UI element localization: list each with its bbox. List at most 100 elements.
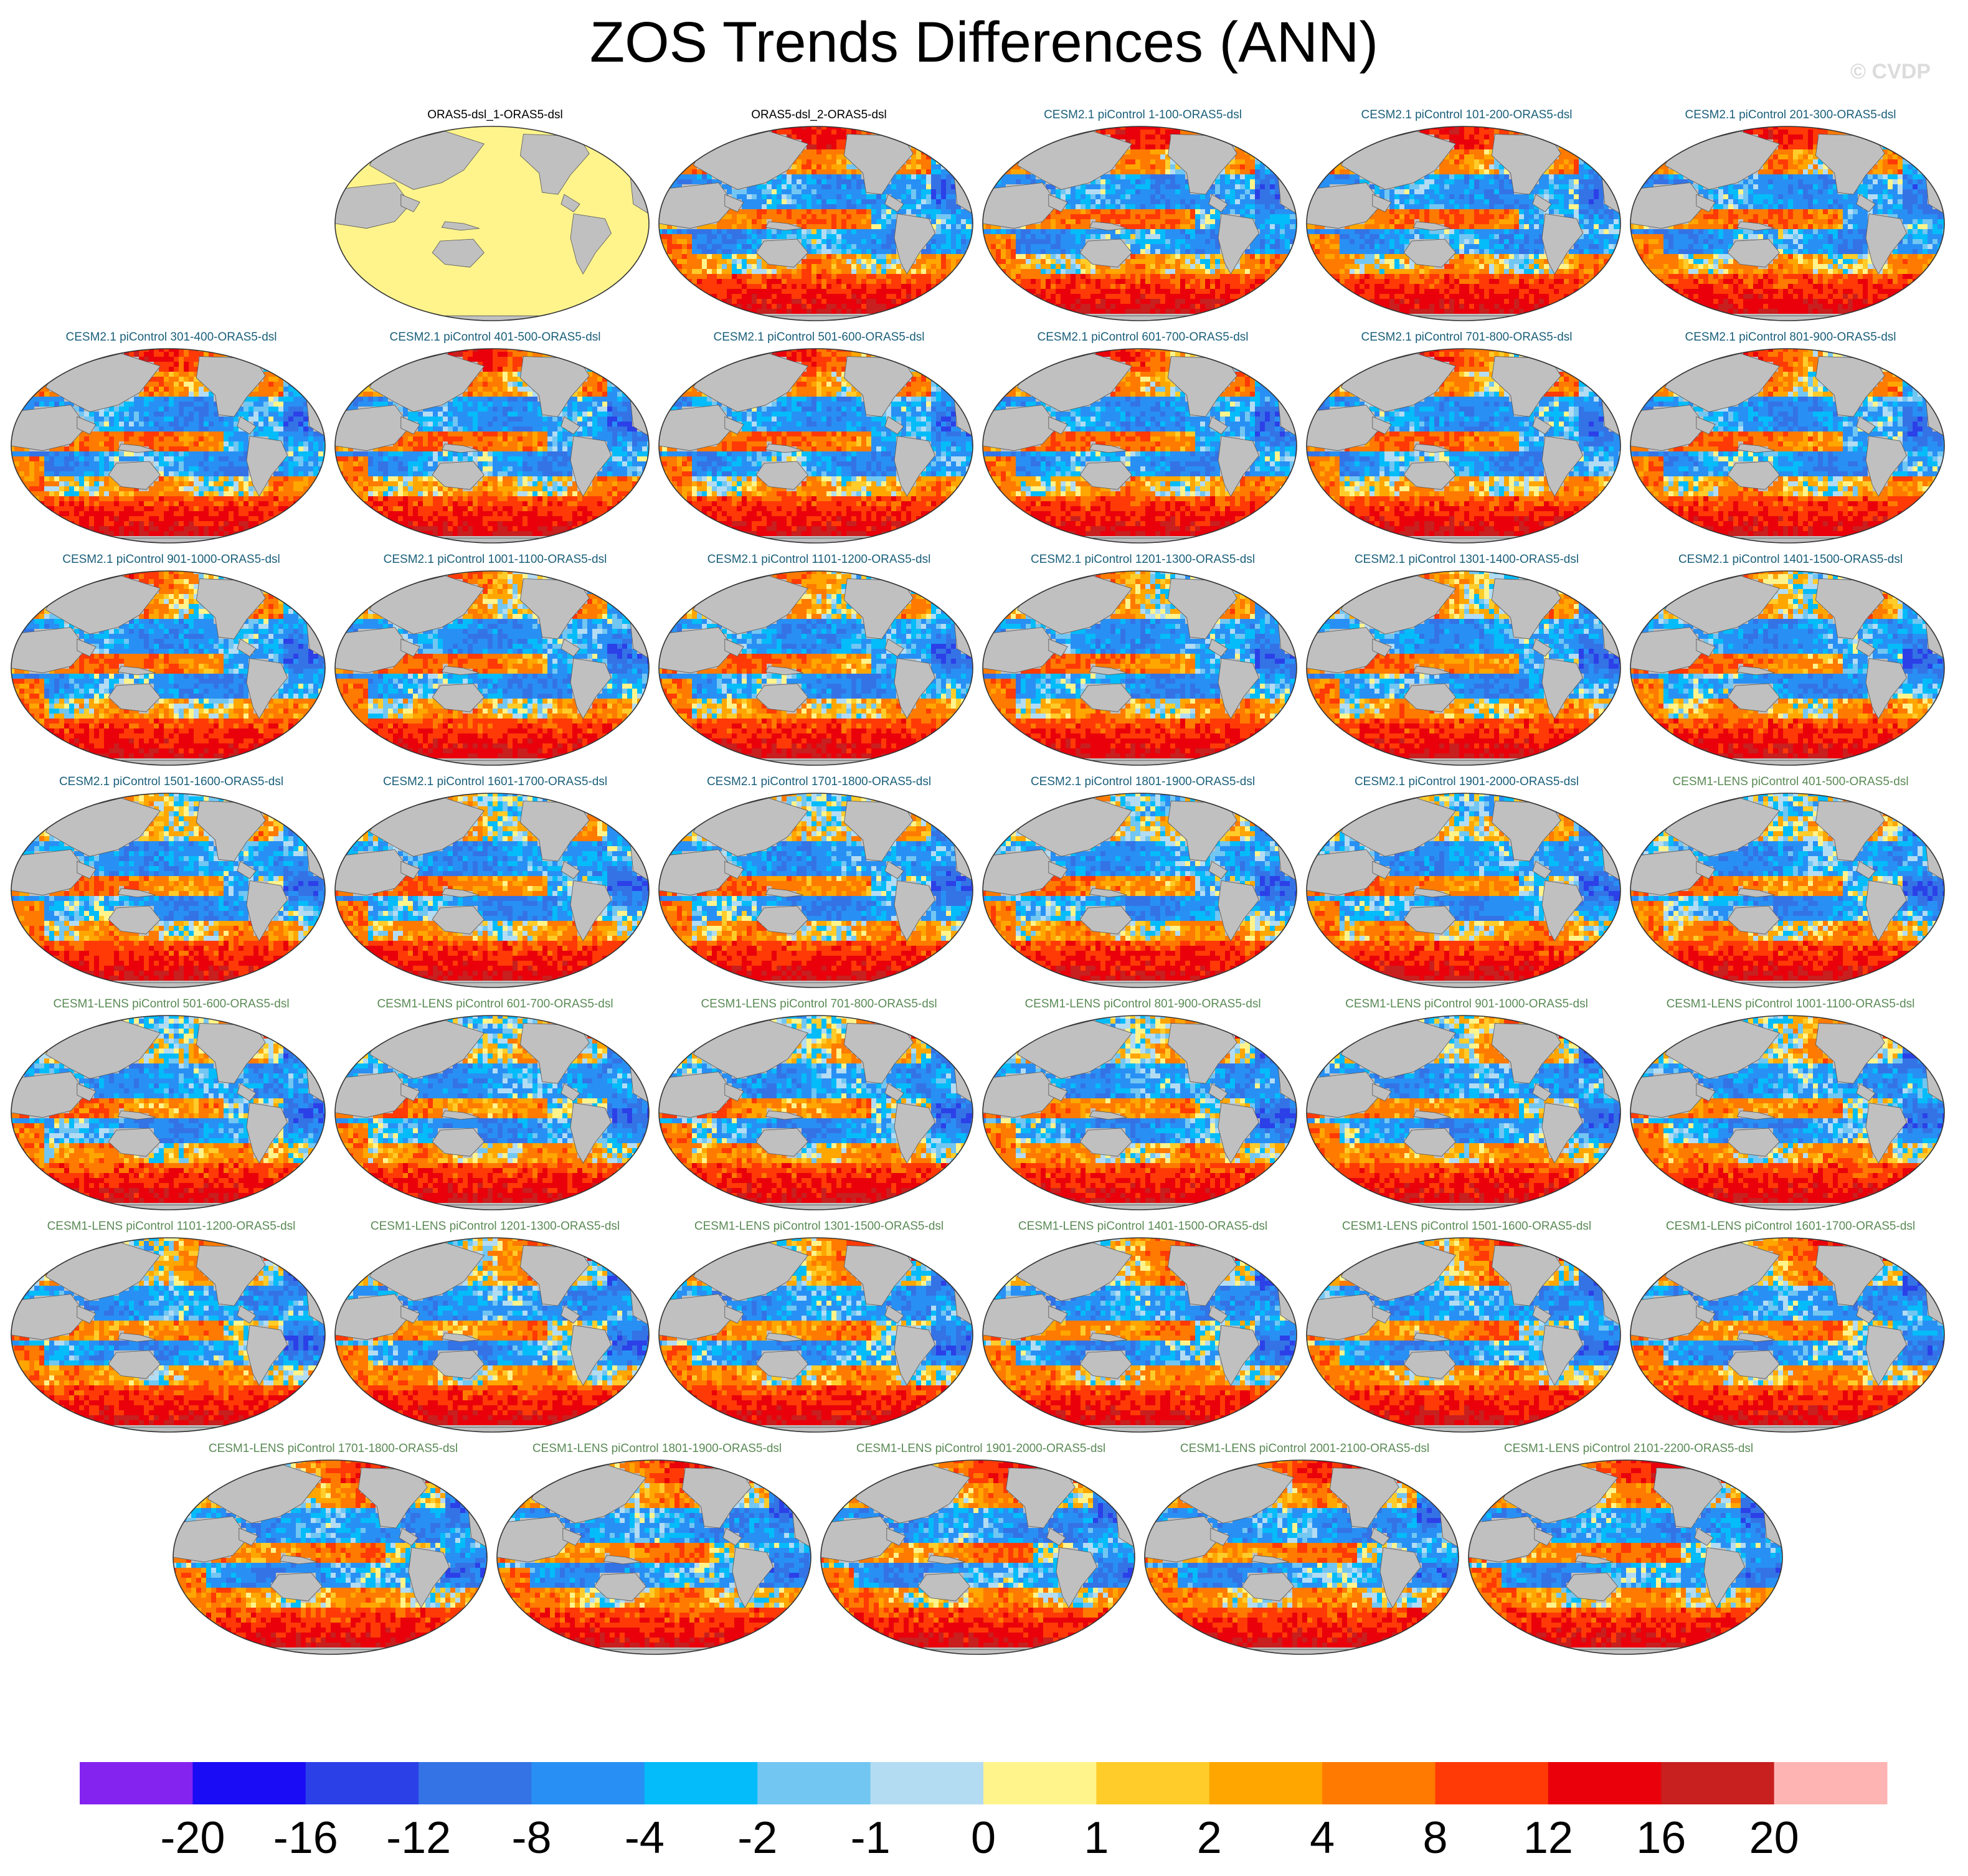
- panel-title: ORAS5-dsl_1-ORAS5-dsl: [308, 108, 682, 122]
- robinson-map: [1306, 348, 1621, 544]
- panel-title: CESM1-LENS piControl 1501-1600-ORAS5-dsl: [1280, 1220, 1653, 1233]
- map-panel: CESM1-LENS piControl 701-800-ORAS5-dsl: [657, 996, 981, 1220]
- panel-title: CESM1-LENS piControl 401-500-ORAS5-dsl: [1604, 775, 1968, 789]
- ocean-trend-cells: [821, 1460, 1135, 1654]
- panel-title: CESM1-LENS piControl 601-700-ORAS5-dsl: [308, 997, 682, 1011]
- map-outline: [982, 793, 1297, 988]
- map-panel: CESM1-LENS piControl 1901-2000-ORAS5-dsl: [819, 1441, 1143, 1665]
- map-outline: [658, 1015, 973, 1210]
- ocean-trend-cells: [1630, 1016, 1944, 1210]
- colorbar-tick-label: -20: [160, 1813, 225, 1863]
- robinson-map: [1468, 1459, 1783, 1655]
- map-outline: [658, 348, 973, 544]
- map-outline: [334, 126, 650, 321]
- robinson-map: [982, 1015, 1297, 1210]
- map-outline: [982, 1015, 1297, 1210]
- map-outline: [1630, 1237, 1945, 1433]
- colorbar-swatch: [1322, 1762, 1436, 1804]
- map-panel: ORAS5-dsl_1-ORAS5-dsl: [333, 107, 657, 331]
- map-outline: [1306, 570, 1621, 766]
- map-outline: [1306, 348, 1621, 544]
- map-outline: [658, 1237, 973, 1433]
- map-panel: CESM1-LENS piControl 801-900-ORAS5-dsl: [981, 996, 1305, 1220]
- colorbar-swatch: [870, 1762, 984, 1804]
- panel-title: CESM2.1 piControl 1401-1500-ORAS5-dsl: [1604, 553, 1968, 567]
- panel-title: CESM1-LENS piControl 1901-2000-ORAS5-dsl: [794, 1442, 1168, 1456]
- ocean-trend-cells: [497, 1460, 811, 1654]
- map-panel: CESM2.1 piControl 901-1000-ORAS5-dsl: [9, 552, 333, 776]
- colorbar-tick-label: -8: [511, 1813, 551, 1863]
- colorbar-tick-label: 20: [1749, 1813, 1799, 1863]
- map-outline: [982, 348, 1297, 544]
- map-panel: CESM2.1 piControl 1701-1800-ORAS5-dsl: [657, 774, 981, 998]
- ocean-trend-cells: [11, 349, 325, 543]
- ocean-trend-cells: [983, 126, 1297, 321]
- ocean-trend-cells: [983, 1016, 1297, 1210]
- map-outline: [1306, 126, 1621, 321]
- ocean-trend-cells: [1630, 349, 1944, 543]
- robinson-map: [658, 570, 973, 766]
- map-panel-grid: ORAS5-dsl_1-ORAS5-dsl ORAS5-dsl_2-ORAS5-d…: [0, 107, 1968, 1665]
- panel-title: CESM1-LENS piControl 901-1000-ORAS5-dsl: [1280, 997, 1653, 1011]
- robinson-map: [11, 1237, 326, 1433]
- map-outline: [982, 570, 1297, 766]
- robinson-map: [820, 1459, 1135, 1655]
- map-panel: CESM1-LENS piControl 401-500-ORAS5-dsl: [1629, 774, 1952, 998]
- colorbar-tick-label: -4: [625, 1813, 665, 1863]
- map-panel: CESM2.1 piControl 301-400-ORAS5-dsl: [9, 329, 333, 554]
- panel-title: CESM1-LENS piControl 1101-1200-ORAS5-dsl: [0, 1220, 358, 1233]
- panel-title: CESM1-LENS piControl 2101-2200-ORAS5-dsl: [1442, 1442, 1815, 1456]
- robinson-map: [496, 1459, 811, 1655]
- robinson-map: [1306, 1237, 1621, 1433]
- robinson-map: [1630, 348, 1945, 544]
- map-panel: CESM2.1 piControl 1-100-ORAS5-dsl: [981, 107, 1305, 331]
- panel-title: CESM2.1 piControl 801-900-ORAS5-dsl: [1604, 331, 1968, 344]
- panel-title: CESM1-LENS piControl 2001-2100-ORAS5-dsl: [1118, 1442, 1492, 1456]
- robinson-map: [1630, 570, 1945, 766]
- colorbar-swatch: [644, 1762, 758, 1804]
- ocean-trend-cells: [983, 1238, 1297, 1432]
- robinson-map: [11, 570, 326, 766]
- map-outline: [1468, 1459, 1783, 1655]
- ocean-trend-cells: [983, 793, 1297, 987]
- robinson-map: [658, 348, 973, 544]
- map-outline: [1630, 570, 1945, 766]
- panel-title: CESM1-LENS piControl 701-800-ORAS5-dsl: [632, 997, 1006, 1011]
- ocean-trend-cells: [1307, 1016, 1620, 1210]
- map-panel: CESM2.1 piControl 1201-1300-ORAS5-dsl: [981, 552, 1305, 776]
- robinson-map: [11, 793, 326, 988]
- robinson-map: [334, 1015, 650, 1210]
- map-outline: [658, 126, 973, 321]
- robinson-map: [1144, 1459, 1459, 1655]
- ocean-trend-cells: [1630, 126, 1944, 321]
- map-panel: CESM2.1 piControl 201-300-ORAS5-dsl: [1629, 107, 1952, 331]
- robinson-map: [1630, 1237, 1945, 1433]
- colorbar-swatch: [1209, 1762, 1323, 1804]
- robinson-map: [334, 348, 650, 544]
- panel-title: CESM2.1 piControl 1001-1100-ORAS5-dsl: [308, 553, 682, 567]
- panel-title: CESM2.1 piControl 401-500-ORAS5-dsl: [308, 331, 682, 344]
- ocean-trend-cells: [11, 571, 325, 765]
- ocean-trend-cells: [659, 571, 973, 765]
- colorbar-swatch: [1774, 1762, 1888, 1804]
- continents: [1307, 353, 1620, 543]
- map-panel: CESM2.1 piControl 1601-1700-ORAS5-dsl: [333, 774, 657, 998]
- map-panel: CESM1-LENS piControl 501-600-ORAS5-dsl: [9, 996, 333, 1220]
- map-outline: [11, 348, 326, 544]
- panel-title: CESM2.1 piControl 701-800-ORAS5-dsl: [1280, 331, 1653, 344]
- robinson-map: [982, 793, 1297, 988]
- panel-title: CESM2.1 piControl 201-300-ORAS5-dsl: [1604, 108, 1968, 122]
- panel-title: CESM2.1 piControl 1801-1900-ORAS5-dsl: [956, 775, 1330, 789]
- map-outline: [982, 126, 1297, 321]
- panel-title: CESM1-LENS piControl 1801-1900-ORAS5-dsl: [470, 1442, 844, 1456]
- map-outline: [1306, 793, 1621, 988]
- map-outline: [334, 570, 650, 766]
- panel-title: ORAS5-dsl_2-ORAS5-dsl: [632, 108, 1006, 122]
- map-panel: CESM1-LENS piControl 2001-2100-ORAS5-dsl: [1143, 1441, 1467, 1665]
- colorbar-swatch: [80, 1762, 193, 1804]
- robinson-map: [334, 793, 650, 988]
- panel-title: CESM1-LENS piControl 1201-1300-ORAS5-dsl: [308, 1220, 682, 1233]
- map-outline: [11, 570, 326, 766]
- robinson-map: [1630, 793, 1945, 988]
- colorbar-swatch: [1548, 1762, 1662, 1804]
